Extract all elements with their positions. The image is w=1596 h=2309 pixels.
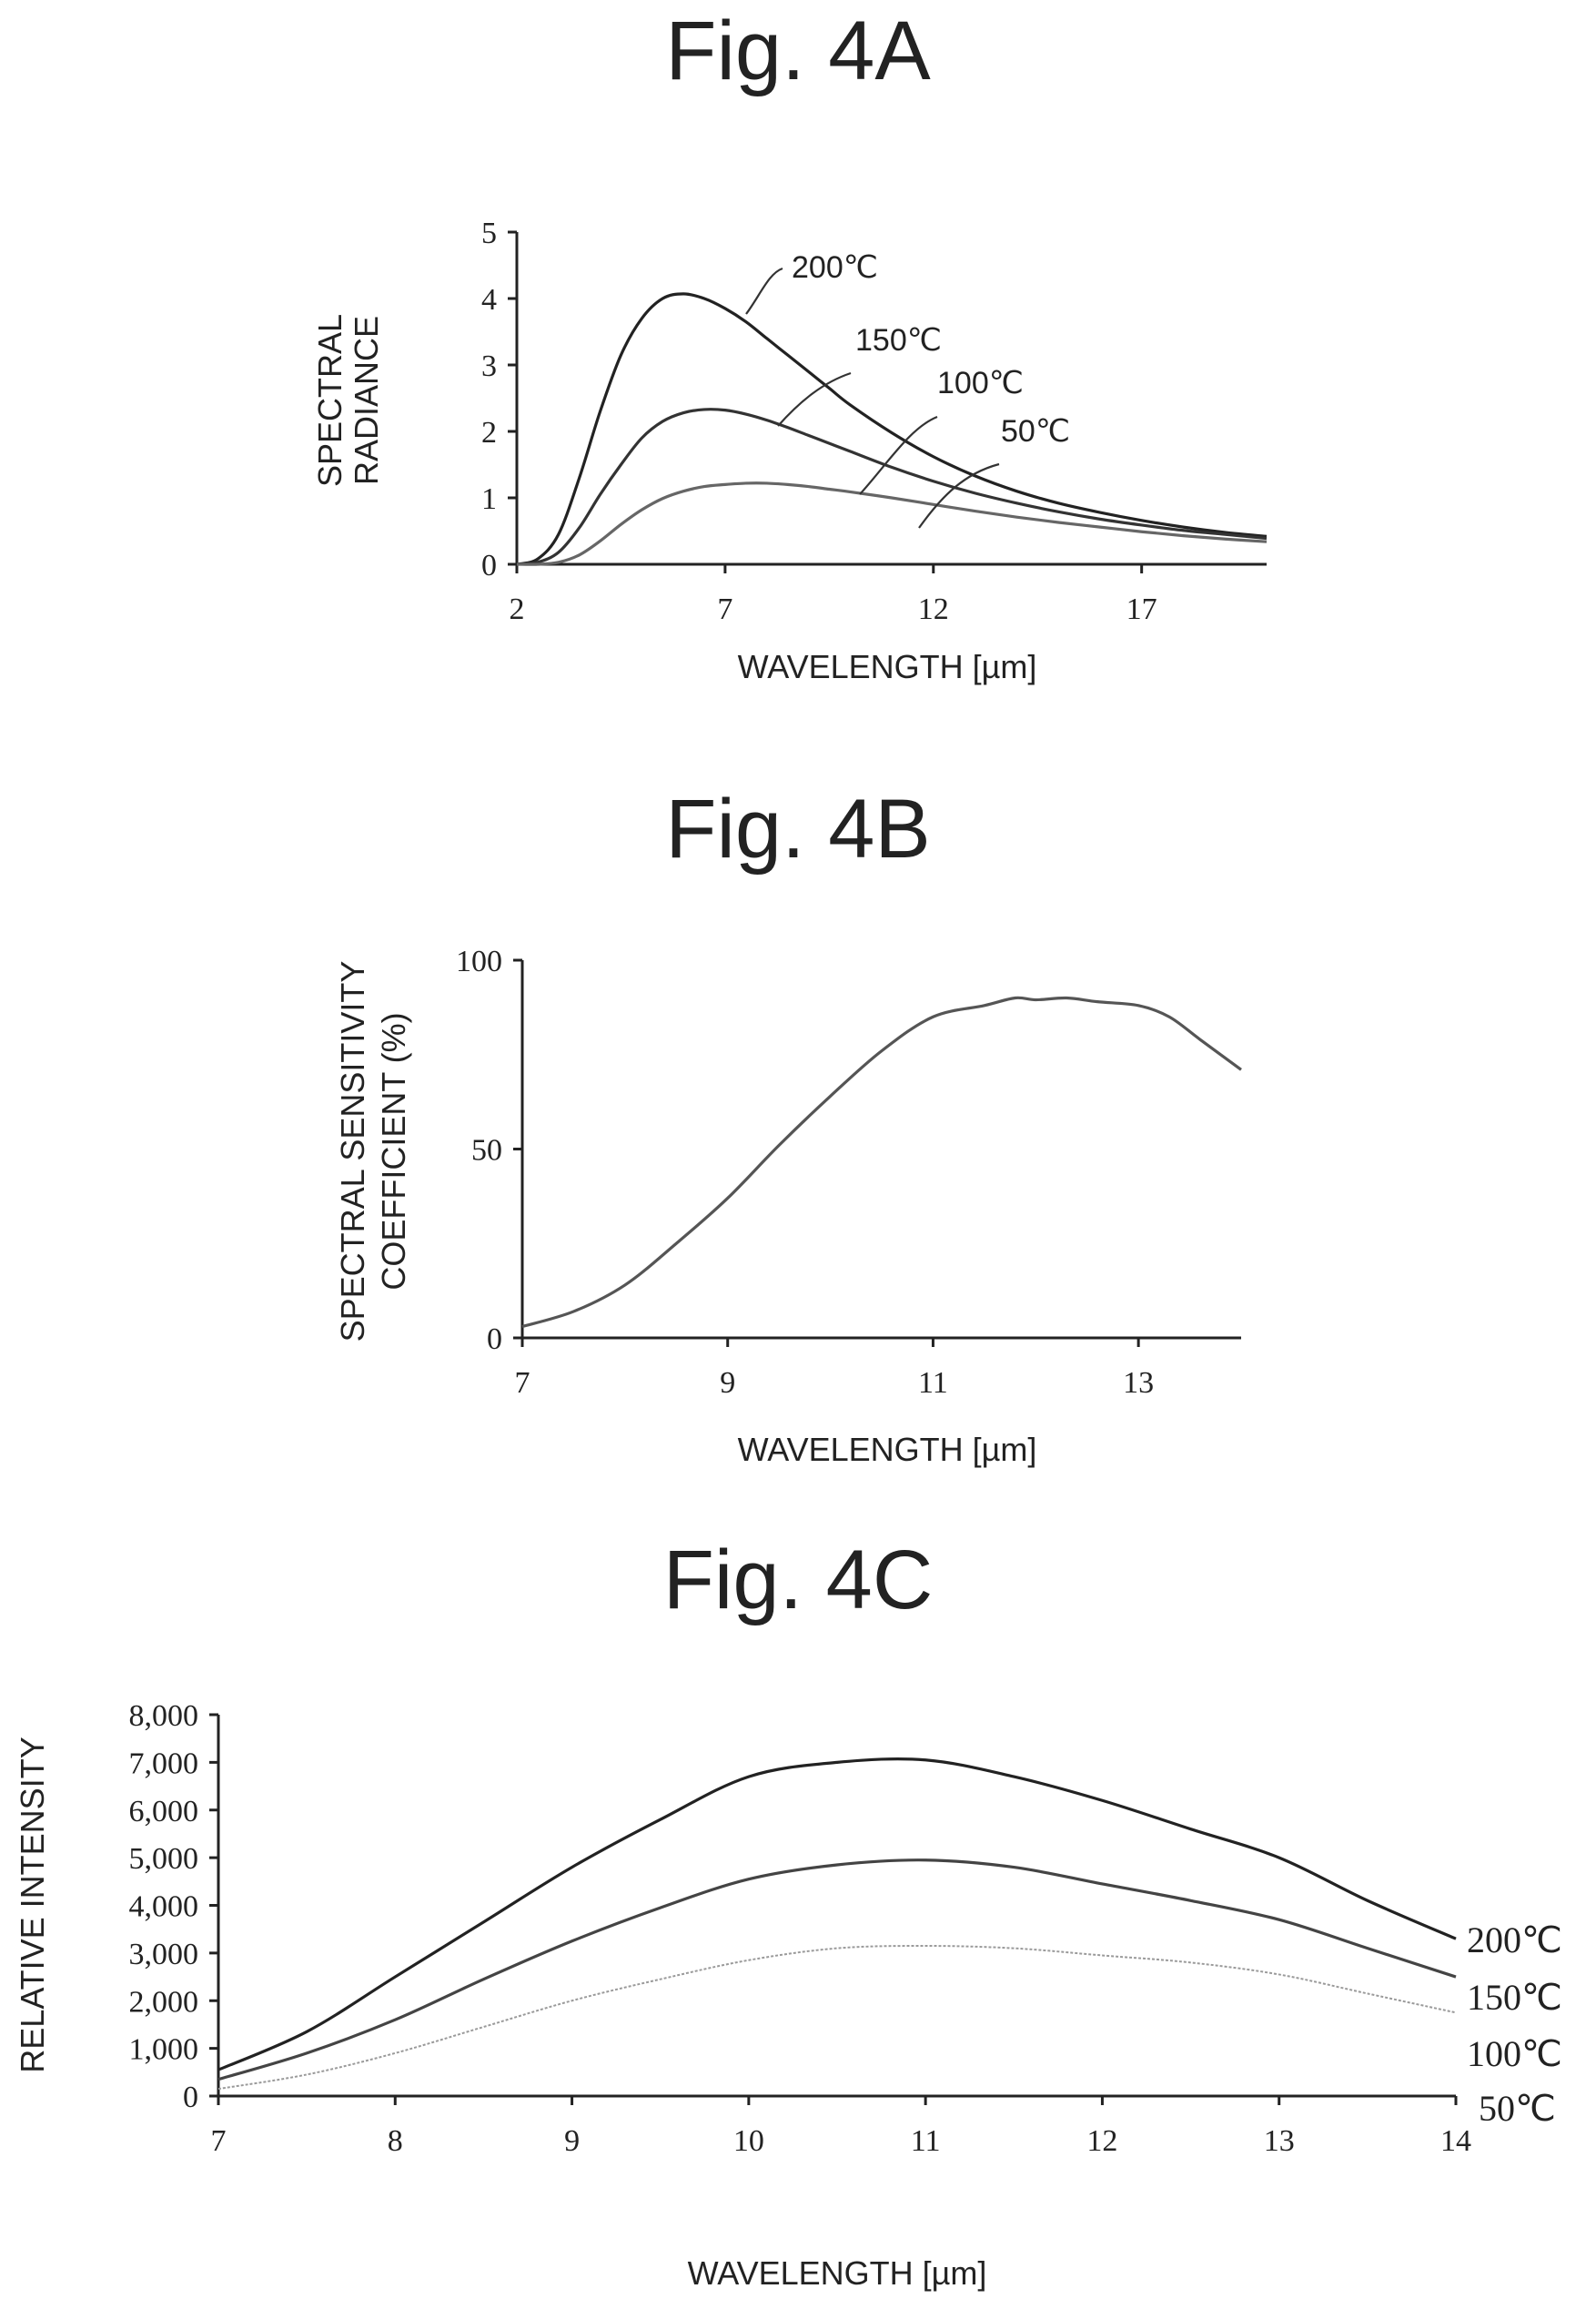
series-annotation: 100℃ [937, 366, 1024, 400]
annotation-leader [777, 371, 852, 427]
y-tick-label: 5,000 [129, 1842, 199, 1876]
x-tick-label: 14 [1440, 2124, 1471, 2158]
x-axis-label: WAVELENGTH [µm] [738, 648, 1037, 685]
x-tick-label: 9 [564, 2124, 580, 2158]
y-tick-label: 100 [456, 945, 502, 978]
y-axis-label: SPECTRAL [311, 314, 348, 487]
figure-4b-title: Fig. 4B [665, 783, 931, 876]
x-tick-label: 12 [918, 592, 949, 626]
x-tick-label: 17 [1126, 592, 1157, 626]
figure-4c-title: Fig. 4C [662, 1534, 934, 1626]
y-tick-label: 7,000 [129, 1747, 199, 1780]
series-line [217, 1858, 1457, 2081]
annotation-leader [859, 415, 938, 495]
y-tick-label: 3 [481, 349, 497, 383]
x-tick-label: 11 [918, 1366, 948, 1400]
y-tick-label: 4,000 [129, 1890, 199, 1924]
chart-4b: 0 50 100 7 9 11 13 WAVELENGTH [µm] SPECTRAL SENS… [334, 945, 1242, 1468]
y-axis-label: SPECTRAL SENSITIVITY [334, 961, 371, 1342]
x-tick-label: 9 [720, 1366, 735, 1400]
y-tick-label: 3,000 [129, 1938, 199, 1971]
y-tick-label: 2,000 [129, 1985, 199, 2019]
x-tick-label: 10 [733, 2124, 764, 2158]
series-line [516, 408, 1268, 566]
y-tick-label: 50 [471, 1134, 502, 1168]
y-tick-label: 1,000 [129, 2033, 199, 2067]
y-tick-label: 2 [481, 416, 497, 450]
y-tick-label: 8,000 [129, 1699, 199, 1733]
series-line [516, 481, 1268, 566]
y-axis-label: COEFFICIENT (%) [375, 1012, 412, 1290]
y-tick-label: 0 [481, 549, 497, 582]
x-tick-label: 13 [1264, 2124, 1295, 2158]
x-tick-label: 7 [515, 1366, 530, 1400]
series-annotation: 150℃ [855, 323, 942, 358]
annotation-leader [918, 462, 1000, 529]
legend-label: 150℃ [1467, 1977, 1562, 2018]
x-tick-label: 7 [211, 2124, 227, 2158]
series-line [521, 996, 1242, 1329]
y-tick-label: 0 [487, 1322, 502, 1356]
x-tick-label: 8 [388, 2124, 403, 2158]
figure-4a-title: Fig. 4A [665, 5, 931, 97]
y-axis-label: RELATIVE INTENSITY [14, 1737, 51, 2072]
y-tick-label: 0 [183, 2081, 198, 2114]
y-tick-label: 4 [481, 283, 497, 317]
x-tick-label: 11 [911, 2124, 941, 2158]
x-axis-label: WAVELENGTH [µm] [738, 1431, 1037, 1468]
series-line [217, 1757, 1457, 2071]
x-tick-label: 13 [1123, 1366, 1154, 1400]
x-tick-label: 7 [717, 592, 732, 626]
annotation-leader [745, 267, 783, 315]
legend-label: 100℃ [1467, 2033, 1562, 2074]
y-tick-label: 6,000 [129, 1795, 199, 1828]
series-annotation: 50℃ [1001, 414, 1070, 449]
x-axis-label: WAVELENGTH [µm] [688, 2254, 987, 2292]
legend-label: 200℃ [1467, 1919, 1562, 1960]
y-axis-label: RADIANCE [348, 316, 385, 485]
x-tick-label: 2 [510, 592, 525, 626]
series-line [516, 292, 1268, 566]
x-tick-label: 12 [1086, 2124, 1117, 2158]
legend-label: 50℃ [1479, 2088, 1556, 2129]
series-annotation: 200℃ [792, 250, 878, 285]
y-tick-label: 1 [481, 482, 497, 516]
y-tick-label: 5 [481, 217, 497, 250]
